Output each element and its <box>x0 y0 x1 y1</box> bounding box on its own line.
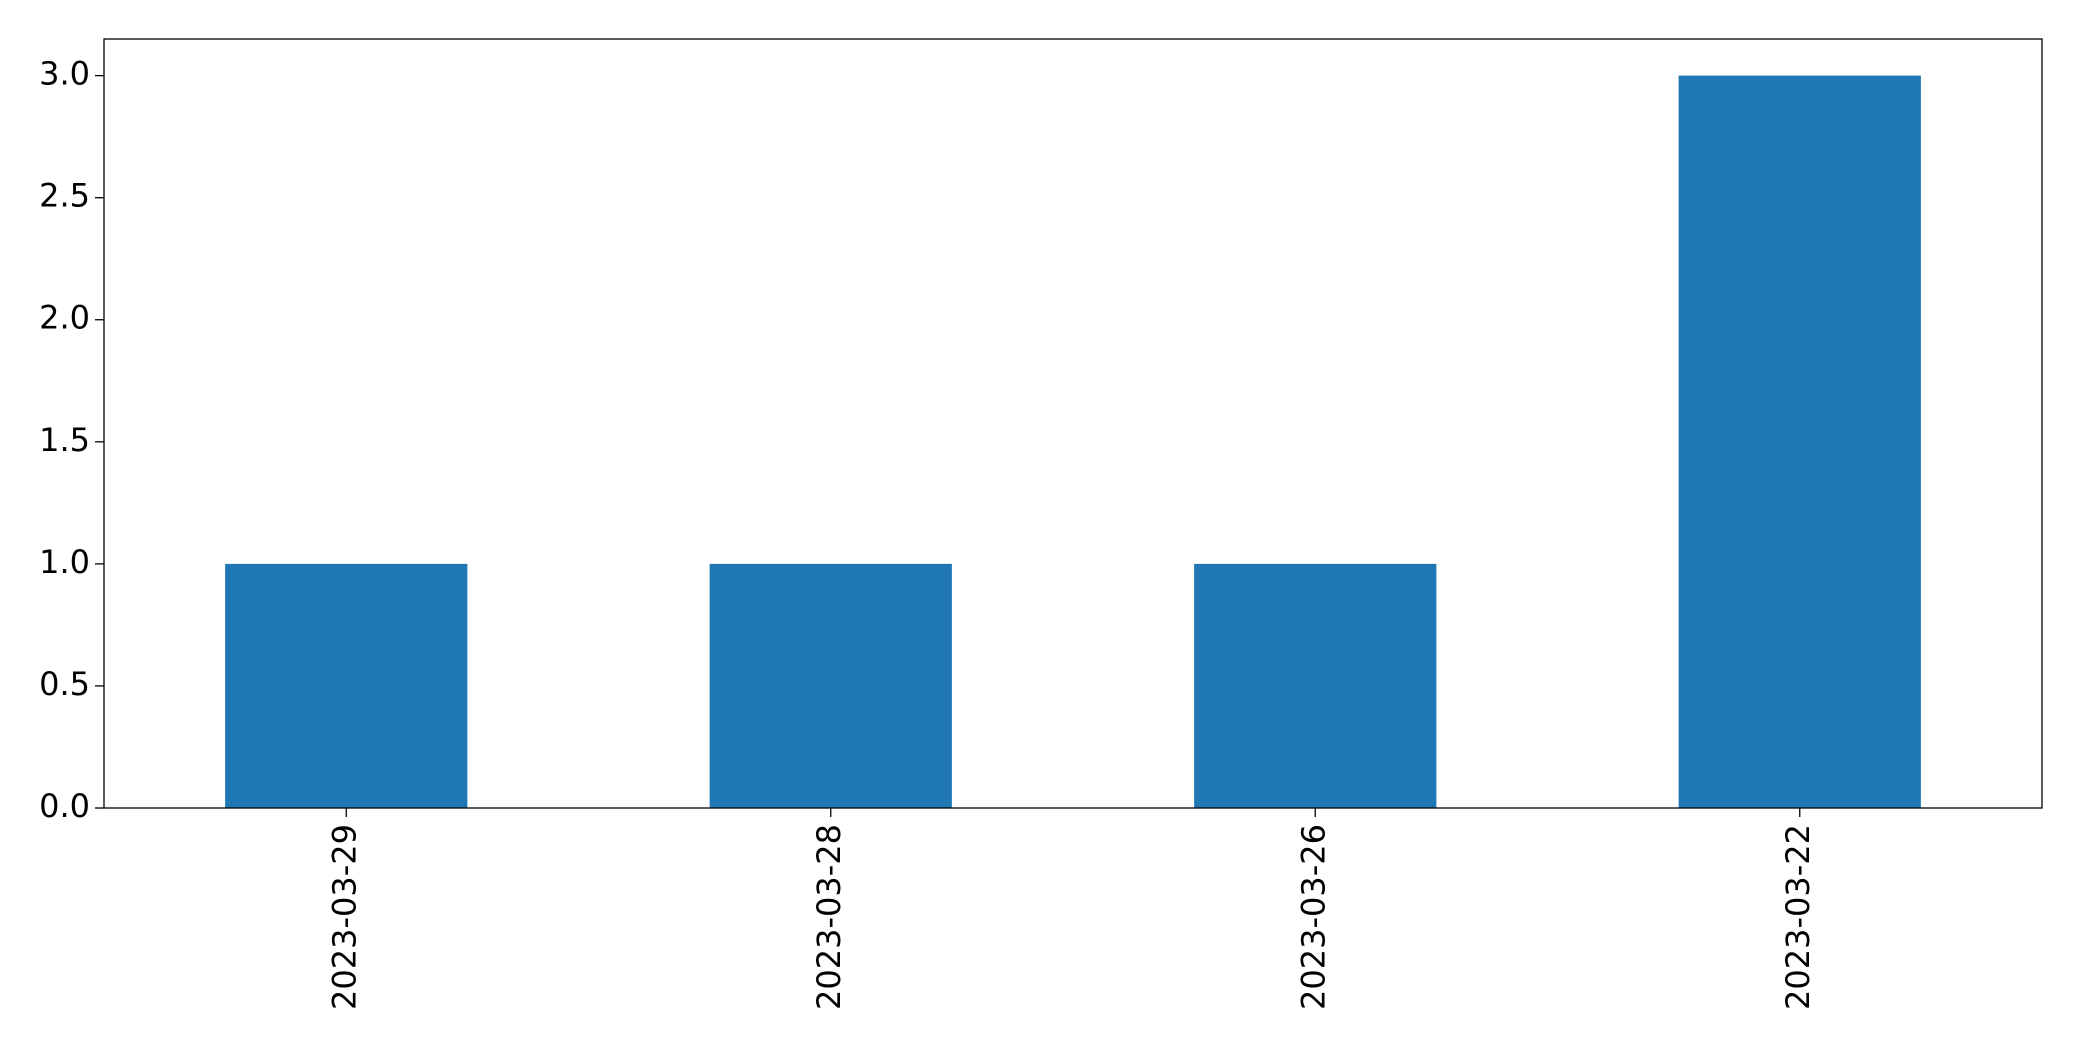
y-tick-label: 1.5 <box>39 421 90 459</box>
x-tick-label: 2023-03-26 <box>1294 824 1332 1010</box>
x-tick-label: 2023-03-29 <box>325 824 363 1010</box>
plot-frame <box>103 38 2043 809</box>
y-tick-label: 0.0 <box>39 787 90 825</box>
bar <box>225 563 468 808</box>
y-tick-label: 0.5 <box>39 665 90 703</box>
y-tick-label: 2.5 <box>39 177 90 215</box>
bar <box>709 563 952 808</box>
y-tick-label: 3.0 <box>39 55 90 93</box>
x-tick-label: 2023-03-22 <box>1779 824 1817 1010</box>
x-tick-label: 2023-03-28 <box>810 824 848 1010</box>
y-tick-label: 2.0 <box>39 299 90 337</box>
y-tick-label: 1.0 <box>39 543 90 581</box>
bar <box>1678 75 1921 809</box>
bar <box>1194 563 1437 808</box>
